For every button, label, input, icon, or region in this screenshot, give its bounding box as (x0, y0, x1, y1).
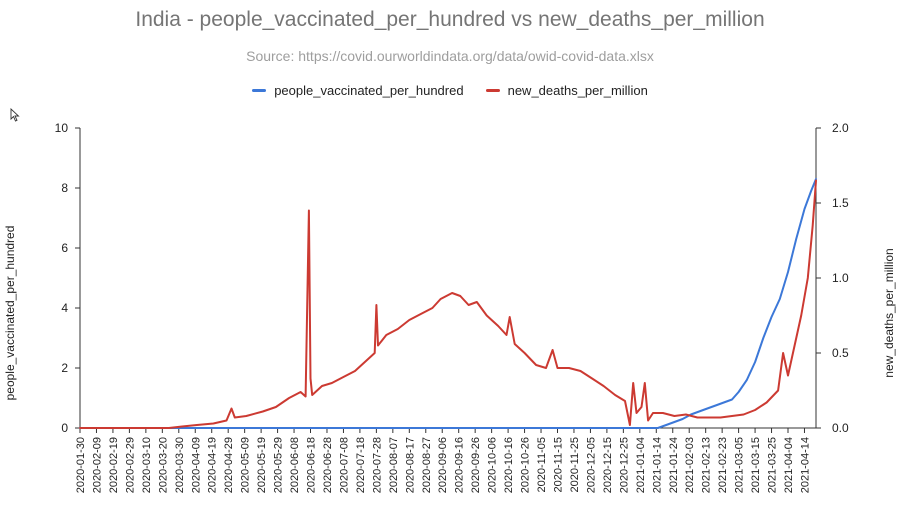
x-tick-label: 2021-02-03 (684, 437, 696, 493)
x-tick-label: 2020-09-16 (454, 437, 466, 493)
y-left-tick-label: 2 (61, 361, 68, 375)
x-tick-label: 2020-03-10 (141, 437, 153, 493)
x-tick-label: 2021-02-13 (701, 437, 713, 493)
x-tick-label: 2020-05-19 (256, 437, 268, 493)
x-tick-label: 2020-11-05 (536, 437, 548, 492)
mouse-pointer-icon (10, 107, 20, 127)
x-tick-label: 2021-03-25 (767, 437, 779, 493)
series-line-vaccinated (79, 178, 817, 429)
y-right-tick-label: 1.5 (832, 196, 849, 210)
y-axis-right-title: new_deaths_per_million (882, 248, 896, 377)
y-right-tick-label: 2.0 (832, 121, 849, 135)
x-tick-label: 2020-12-05 (585, 437, 597, 493)
legend-label-deaths: new_deaths_per_million (507, 83, 648, 98)
chart-title: India - people_vaccinated_per_hundred vs… (135, 8, 765, 31)
x-tick-label: 2020-05-29 (273, 437, 285, 493)
legend-swatch-vaccinated (252, 89, 267, 92)
series-layer (79, 178, 817, 429)
x-tick-label: 2020-04-19 (207, 437, 219, 493)
x-tick-label: 2020-07-28 (371, 437, 383, 493)
x-tick-label: 2020-07-18 (355, 437, 367, 493)
legend-item-deaths[interactable]: new_deaths_per_million (485, 83, 648, 98)
x-tick-label: 2020-02-29 (124, 437, 136, 493)
legend-swatch-deaths (485, 89, 500, 92)
x-tick-label: 2020-06-18 (306, 437, 318, 493)
legend-label-vaccinated: people_vaccinated_per_hundred (274, 83, 464, 98)
x-tick-label: 2020-10-16 (503, 437, 515, 493)
y-left-tick-label: 0 (61, 421, 68, 435)
y-left-tick-label: 4 (61, 301, 68, 315)
x-tick-label: 2021-01-14 (651, 437, 663, 493)
x-tick-label: 2020-11-15 (552, 437, 564, 492)
x-tick-label: 2021-04-04 (783, 437, 795, 493)
y-right-tick-label: 1.0 (832, 271, 849, 285)
x-tick-label: 2020-06-08 (289, 437, 301, 493)
x-tick-label: 2020-03-30 (174, 437, 186, 493)
chart-legend: people_vaccinated_per_hundred new_deaths… (0, 83, 900, 98)
x-tick-label: 2020-04-29 (223, 437, 235, 493)
axes-layer: 0 2 4 6 8 10 0.0 0.5 1.0 1.5 2.0 2020-01-30 2020-02-… (55, 121, 849, 493)
x-tick-label: 2021-02-23 (717, 437, 729, 493)
x-tick-label: 2020-10-26 (520, 437, 532, 493)
x-tick-label: 2020-08-07 (388, 437, 400, 493)
x-tick-label: 2021-01-24 (668, 437, 680, 493)
chart-subtitle: Source: https://covid.ourworldindata.org… (246, 48, 654, 64)
legend-item-vaccinated[interactable]: people_vaccinated_per_hundred (252, 83, 464, 98)
x-tick-label: 2020-06-28 (322, 437, 334, 493)
x-tick-label: 2020-10-06 (487, 437, 499, 493)
x-tick-label: 2020-08-27 (421, 437, 433, 493)
x-tick-label: 2020-08-17 (404, 437, 416, 493)
x-tick-label: 2021-03-15 (750, 437, 762, 493)
x-tick-label: 2020-02-19 (108, 437, 120, 493)
x-tick-label: 2020-09-06 (437, 437, 449, 493)
x-tick-label: 2021-04-14 (799, 437, 811, 493)
y-right-tick-label: 0.0 (832, 421, 849, 435)
x-tick-label: 2020-05-09 (240, 437, 252, 493)
x-tick-label: 2020-12-15 (602, 437, 614, 493)
x-tick-label: 2020-09-26 (470, 437, 482, 493)
x-tick-label: 2020-03-20 (157, 437, 169, 493)
x-tick-label: 2021-01-04 (635, 437, 647, 493)
y-axis-left-title: people_vaccinated_per_hundred (3, 226, 17, 401)
y-left-tick-label: 10 (55, 121, 69, 135)
x-tick-label: 2020-07-08 (338, 437, 350, 493)
series-line-deaths (79, 179, 817, 429)
y-left-tick-label: 6 (61, 241, 68, 255)
x-tick-label: 2020-02-09 (91, 437, 103, 493)
x-tick-label: 2020-11-25 (569, 437, 581, 492)
x-tick-label: 2021-03-05 (734, 437, 746, 493)
y-left-tick-label: 8 (61, 181, 68, 195)
x-tick-label: 2020-04-09 (190, 437, 202, 493)
x-tick-label: 2020-12-25 (618, 437, 630, 493)
x-tick-label: 2020-01-30 (75, 437, 87, 493)
y-right-tick-label: 0.5 (832, 346, 849, 360)
